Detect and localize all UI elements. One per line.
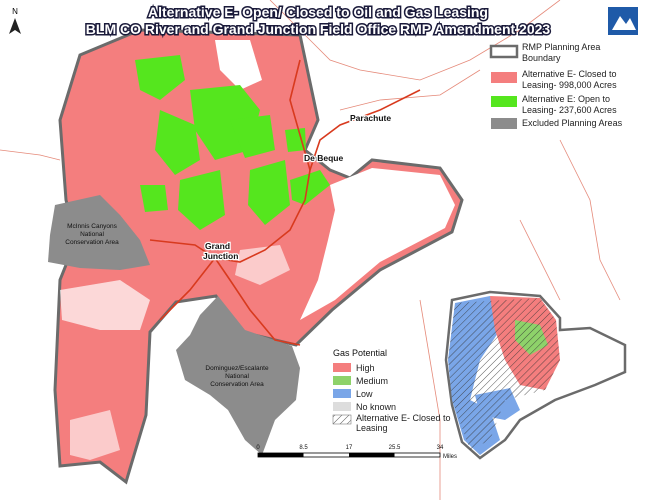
area-label: Conservation Area [210, 381, 264, 388]
logo-mountains [612, 16, 636, 30]
agency-logo [608, 7, 638, 35]
gas-swatch [333, 363, 351, 372]
gas-legend-label: Alternative E- Closed to [356, 413, 451, 423]
highway [214, 257, 301, 346]
area-label: McInnis Canyons [67, 223, 118, 230]
place-label: Grand [205, 241, 230, 251]
scale-unit: Miles [443, 454, 457, 460]
gas-swatch [333, 389, 351, 398]
area-label: Dominguez/Escalante [205, 365, 269, 372]
place-label: De Beque [304, 153, 343, 163]
open-area [290, 170, 330, 205]
open-area [155, 110, 200, 175]
highway [149, 89, 421, 263]
area-label: National [80, 231, 104, 238]
legend-label: Leasing- 237,600 Acres [522, 105, 617, 115]
open-area [135, 55, 185, 100]
place-label: Parachute [350, 113, 391, 123]
road [289, 59, 311, 171]
gas-swatch [332, 414, 352, 425]
unallocated-area [235, 245, 290, 285]
legend-swatch [491, 96, 517, 107]
gas-legend-label: High [356, 363, 375, 373]
gas-legend-label: Leasing [356, 423, 388, 433]
open-to-leasing-area [135, 55, 330, 230]
open-area [230, 115, 275, 158]
legend-label: Boundary [522, 53, 561, 63]
legend-swatch [489, 44, 519, 59]
road [339, 69, 481, 111]
area-label: Conservation Area [65, 239, 119, 246]
gas-legend-title: Gas Potential [333, 348, 387, 358]
legend-label: Alternative E- Closed to [522, 69, 617, 79]
gas-legend-label: No known [356, 402, 396, 412]
north-label: N [12, 7, 18, 16]
gas-legend-label: Medium [356, 376, 388, 386]
scale-tick-label: 17 [346, 445, 353, 451]
unallocated-area [60, 280, 150, 330]
area-label: National [225, 373, 249, 380]
unallocated-area [70, 410, 120, 460]
north-arrow: N [9, 7, 21, 34]
scale-tick-label: 8.5 [299, 445, 308, 451]
legend-label: Excluded Planning Areas [522, 118, 623, 128]
legend: RMP Planning Area Boundary Alternative E… [489, 42, 623, 129]
scale-tick-label: 25.5 [389, 445, 401, 451]
unallocated-area [300, 168, 455, 320]
legend-label: Leasing- 998,000 Acres [522, 80, 617, 90]
road [519, 219, 561, 301]
open-area [248, 160, 290, 225]
north-arrow-icon [9, 18, 21, 34]
scale-segment [258, 453, 304, 457]
road [559, 139, 621, 301]
scale-tick-label: 34 [437, 445, 444, 451]
inset-map [444, 290, 627, 460]
road [419, 299, 441, 500]
scale-segment [349, 453, 395, 457]
scale-tick-label: 0 [256, 445, 260, 451]
legend-label: RMP Planning Area [522, 42, 600, 52]
open-area [140, 185, 168, 212]
map-title: BLM CO River and Grand Junction Field Of… [86, 21, 551, 37]
gas-swatch [333, 376, 351, 385]
scale-bar: Miles [257, 452, 457, 460]
open-area [285, 128, 306, 152]
excluded-area [176, 296, 300, 455]
gas-legend-label: Low [356, 389, 373, 399]
place-label: Junction [203, 251, 238, 261]
closed-hatch [448, 298, 560, 450]
excluded-area [48, 195, 150, 270]
gas-legend: Gas Potential High Medium Low No known A… [332, 348, 451, 433]
highway [159, 257, 216, 321]
legend-swatch [491, 118, 517, 129]
road [269, 0, 561, 81]
open-area [178, 170, 225, 230]
map-title: Alternative E- Open/ Closed to Oil and G… [148, 4, 488, 20]
road [0, 149, 61, 161]
legend-label: Alternative E: Open to [522, 94, 610, 104]
legend-swatch [491, 72, 517, 83]
gas-swatch [333, 402, 351, 411]
unallocated-area [215, 40, 262, 90]
